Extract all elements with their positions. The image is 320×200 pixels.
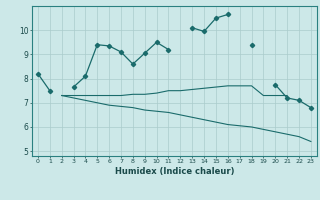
X-axis label: Humidex (Indice chaleur): Humidex (Indice chaleur) [115,167,234,176]
